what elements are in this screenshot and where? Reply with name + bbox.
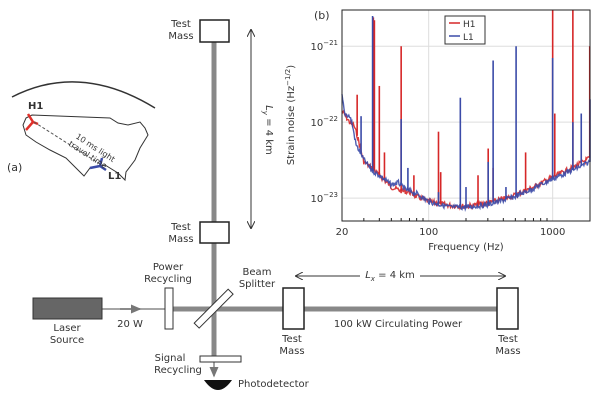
lx-label: Lx = 4 km	[365, 270, 415, 283]
earth-curvature-arc	[11, 81, 156, 109]
y-tick-label: 10−23	[310, 191, 338, 205]
travel-time-line	[33, 121, 101, 165]
x-tick-label: 1000	[540, 227, 565, 238]
us-outline	[22, 114, 149, 182]
l1-noise-curve	[341, 94, 590, 212]
power-recycling-label-2: Recycling	[144, 274, 192, 285]
panel-a-label: (a)	[7, 161, 22, 174]
strain-noise-chart: (b) 20 100 1000 10−21 10−22 10−23 H1 L1 Frequ…	[284, 9, 591, 253]
ly-label: Ly = 4 km	[261, 105, 274, 155]
legend-h1-label: H1	[463, 20, 476, 30]
end-test-mass-y	[199, 19, 230, 43]
l1-label: L1	[108, 171, 121, 182]
y-tick-label: 10−21	[310, 39, 338, 53]
input-test-mass-y-label-2: Mass	[168, 234, 193, 245]
end-test-mass-x-label-1: Test	[497, 334, 518, 345]
laser-label-1: Laser	[53, 323, 81, 334]
input-test-mass-y	[199, 221, 230, 244]
x-tick-label: 100	[419, 227, 438, 238]
input-test-mass-x	[282, 287, 305, 330]
input-test-mass-x-label-1: Test	[281, 334, 302, 345]
interferometer-diagram: Test Mass Test Mass Ly = 4 km Laser Sour…	[32, 19, 521, 390]
beam-splitter-label-1: Beam	[243, 267, 272, 278]
input-test-mass-x-label-2: Mass	[279, 346, 304, 357]
laser-label-2: Source	[50, 335, 84, 346]
laser-source	[32, 297, 103, 320]
x-tick-label: 20	[336, 227, 349, 238]
input-power-label: 20 W	[117, 319, 143, 330]
end-test-mass-x-label-2: Mass	[495, 346, 520, 357]
end-test-mass-y-label-2: Mass	[168, 31, 193, 42]
legend-l1-label: L1	[463, 33, 474, 43]
power-recycling-label-1: Power	[153, 262, 184, 273]
h1-label: H1	[28, 101, 43, 112]
input-test-mass-y-label-1: Test	[170, 222, 191, 233]
y-tick-label: 10−22	[310, 115, 338, 129]
signal-recycling-mirror	[199, 355, 242, 363]
beam-splitter	[193, 288, 234, 329]
photodetector-label: Photodetector	[238, 379, 310, 390]
end-test-mass-x	[496, 287, 519, 330]
beam-splitter-label-2: Splitter	[239, 279, 276, 290]
circulating-power-label: 100 kW Circulating Power	[334, 319, 463, 330]
legend: H1 L1	[444, 15, 486, 45]
photodetector-icon	[204, 380, 232, 390]
end-test-mass-y-label-1: Test	[170, 19, 191, 30]
panel-b-label: (b)	[314, 9, 330, 22]
power-recycling-mirror	[164, 287, 174, 330]
signal-recycling-label-1: Signal	[155, 353, 186, 364]
y-axis-label: Strain noise (Hz−1/2)	[284, 65, 297, 165]
x-axis-label: Frequency (Hz)	[428, 242, 504, 253]
us-map-panel: H1 L1 10 ms light travel time (a)	[7, 81, 156, 182]
l1-detector-icon	[89, 157, 107, 172]
signal-recycling-label-2: Recycling	[154, 365, 202, 376]
